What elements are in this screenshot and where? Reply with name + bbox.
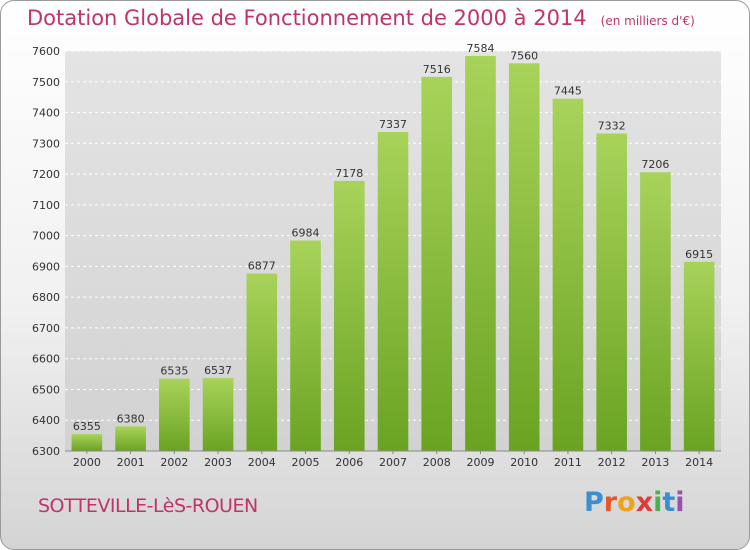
y-tick-label: 6800 — [32, 291, 60, 304]
logo-letter: x — [635, 487, 654, 518]
y-tick-label: 7200 — [32, 168, 60, 181]
data-label-2006: 7178 — [335, 167, 363, 180]
bar-2004 — [246, 273, 278, 451]
bar-2005 — [290, 240, 321, 451]
data-label-2012: 7332 — [598, 119, 626, 132]
y-tick-label: 6400 — [32, 414, 60, 427]
data-label-2003: 6537 — [204, 364, 232, 377]
bar-2000 — [71, 434, 103, 451]
bar-2010 — [508, 63, 540, 452]
x-tick-label: 2004 — [248, 456, 276, 469]
data-label-2013: 7206 — [641, 158, 669, 171]
bar-2013 — [640, 172, 671, 451]
x-tick-label: 2005 — [292, 456, 320, 469]
x-tick-label: 2014 — [685, 456, 713, 469]
y-tick-label: 7100 — [32, 199, 60, 212]
y-tick-label: 7400 — [32, 107, 60, 120]
data-label-2004: 6877 — [248, 259, 276, 272]
x-tick-label: 2001 — [117, 456, 145, 469]
chart-title: Dotation Globale de Fonctionnement de 20… — [27, 6, 587, 30]
logo-letter: o — [617, 487, 636, 518]
x-tick-label: 2009 — [466, 456, 494, 469]
x-tick-label: 2003 — [204, 456, 232, 469]
y-tick-label: 7500 — [32, 76, 60, 89]
data-label-2014: 6915 — [685, 248, 713, 261]
data-label-2005: 6984 — [292, 227, 320, 240]
bar-2014 — [683, 261, 715, 451]
bar-2002 — [159, 378, 190, 451]
bar-2008 — [421, 76, 453, 451]
logo-letter: i — [653, 487, 663, 518]
bar-2003 — [202, 378, 234, 451]
logo-letter: i — [675, 487, 685, 518]
x-tick-label: 2010 — [510, 456, 538, 469]
logo-letter: t — [662, 487, 676, 518]
y-tick-label: 6700 — [32, 322, 60, 335]
proxiti-logo: Proxiti — [584, 487, 685, 518]
x-tick-label: 2011 — [554, 456, 582, 469]
y-tick-label: 6600 — [32, 353, 60, 366]
logo-letter: P — [584, 487, 604, 518]
y-tick-label: 7300 — [32, 137, 60, 150]
data-label-2001: 6380 — [117, 412, 145, 425]
data-label-2007: 7337 — [379, 118, 407, 131]
logo-letter: r — [603, 487, 618, 518]
data-label-2009: 7584 — [466, 42, 494, 55]
chart-subtitle: (en milliers d'€) — [600, 14, 695, 28]
bar-2007 — [377, 131, 409, 451]
city-name: SOTTEVILLE-LèS-ROUEN — [38, 495, 258, 517]
y-tick-label: 7000 — [32, 230, 60, 243]
data-label-2010: 7560 — [510, 49, 538, 62]
x-tick-label: 2008 — [423, 456, 451, 469]
bar-2012 — [596, 133, 627, 451]
title-row: Dotation Globale de Fonctionnement de 20… — [27, 6, 695, 30]
y-tick-label: 6500 — [32, 383, 60, 396]
x-tick-label: 2006 — [335, 456, 363, 469]
bar-2009 — [465, 55, 496, 452]
x-tick-label: 2012 — [598, 456, 626, 469]
y-tick-label: 6300 — [32, 445, 60, 458]
x-tick-label: 2000 — [73, 456, 101, 469]
y-tick-label: 6900 — [32, 260, 60, 273]
y-tick-label: 7600 — [32, 45, 60, 58]
x-tick-label: 2007 — [379, 456, 407, 469]
x-tick-label: 2013 — [641, 456, 669, 469]
data-label-2002: 6535 — [160, 365, 188, 378]
bar-2001 — [115, 426, 146, 451]
data-label-2011: 7445 — [554, 85, 582, 98]
data-label-2008: 7516 — [423, 63, 451, 76]
bar-2006 — [333, 180, 365, 451]
bar-2011 — [552, 98, 584, 451]
data-label-2000: 6355 — [73, 420, 101, 433]
x-tick-label: 2002 — [160, 456, 188, 469]
